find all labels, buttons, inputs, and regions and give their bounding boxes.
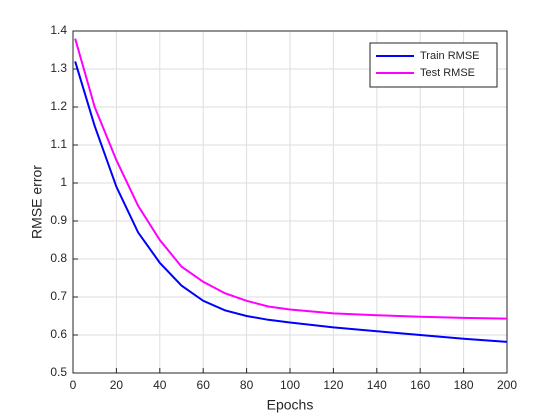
x-tick-label: 120 xyxy=(323,378,343,392)
x-tick-label: 80 xyxy=(240,378,254,392)
legend-label: Test RMSE xyxy=(420,67,475,79)
legend-label: Train RMSE xyxy=(420,50,480,62)
x-tick-label: 20 xyxy=(110,378,124,392)
x-tick-label: 140 xyxy=(367,378,387,392)
y-tick-label: 0.7 xyxy=(50,289,67,303)
y-tick-label: 1 xyxy=(60,175,67,189)
y-tick-label: 1.3 xyxy=(50,61,67,75)
x-tick-label: 180 xyxy=(454,378,474,392)
y-axis-label: RMSE error xyxy=(29,165,45,239)
y-tick-label: 0.5 xyxy=(50,365,67,379)
y-tick-label: 1.1 xyxy=(50,137,67,151)
x-tick-label: 200 xyxy=(497,378,517,392)
x-tick-label: 60 xyxy=(197,378,211,392)
x-tick-label: 100 xyxy=(280,378,300,392)
y-tick-label: 0.6 xyxy=(50,327,67,341)
y-tick-label: 1.2 xyxy=(50,99,67,113)
x-tick-label: 0 xyxy=(70,378,77,392)
x-axis-label: Epochs xyxy=(267,397,314,413)
legend-box xyxy=(369,42,498,88)
line xyxy=(74,38,508,320)
axes-box xyxy=(72,30,508,374)
x-tick-label: 40 xyxy=(153,378,167,392)
x-tick-label: 160 xyxy=(410,378,430,392)
line xyxy=(74,61,508,343)
y-tick-label: 0.9 xyxy=(50,213,67,227)
y-tick-label: 0.8 xyxy=(50,251,67,265)
y-tick-label: 1.4 xyxy=(50,23,67,37)
